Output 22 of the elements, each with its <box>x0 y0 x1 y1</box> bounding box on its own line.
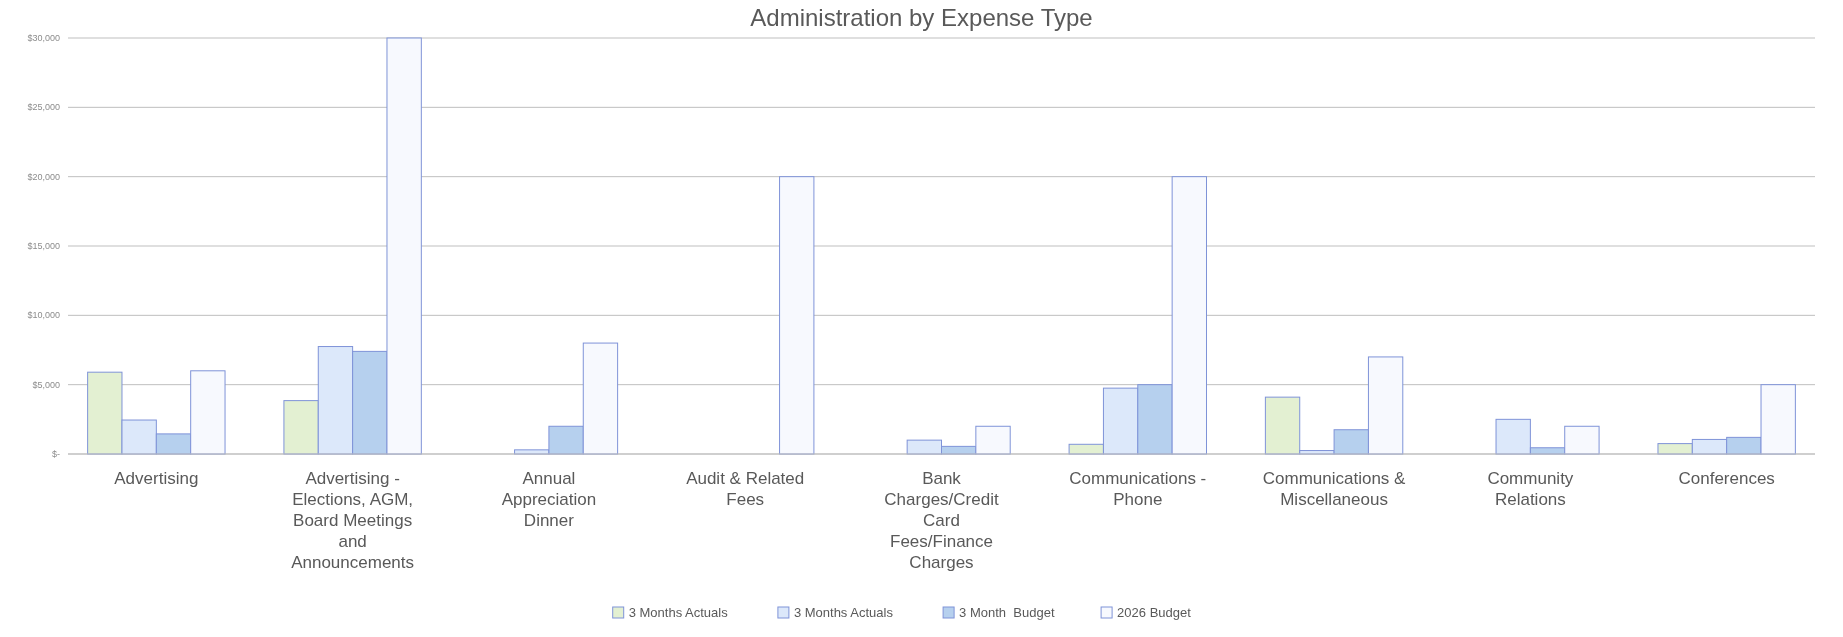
legend-label: 2026 Budget <box>1117 605 1192 620</box>
y-tick-label: $10,000 <box>27 310 60 321</box>
chart-title: Administration by Expense Type <box>750 4 1093 31</box>
x-tick-label: Advertising <box>114 469 199 488</box>
legend-label: 3 Month Budget <box>959 605 1055 620</box>
legend-label: 3 Months Actuals <box>793 605 894 620</box>
x-tick-label: Annual Appreciation Dinner <box>501 469 597 530</box>
legend-label: 3 Months Actuals <box>628 605 729 620</box>
x-tick-label: Bank Charges/Credit Card Fees/Finance Charges <box>884 469 999 572</box>
x-tick-label: Communications - Phone <box>1069 469 1207 509</box>
y-tick-label: $- <box>51 449 60 460</box>
bar <box>779 176 815 455</box>
y-tick-label: $25,000 <box>27 102 60 113</box>
x-tick-label: Advertising - Elections, AGM, Board Meetings and Announcements <box>291 469 415 572</box>
y-tick-label: $20,000 <box>27 171 60 182</box>
y-tick-label: $30,000 <box>27 33 60 44</box>
x-tick-label: Audit & Related Fees <box>686 469 805 509</box>
x-tick-label: Conferences <box>1678 469 1775 488</box>
x-tick-label: Communications & Miscellaneous <box>1262 469 1407 509</box>
y-tick-label: $15,000 <box>27 241 60 252</box>
x-tick-label: Community Relations <box>1487 469 1574 509</box>
y-tick-label: $5,000 <box>32 379 60 390</box>
